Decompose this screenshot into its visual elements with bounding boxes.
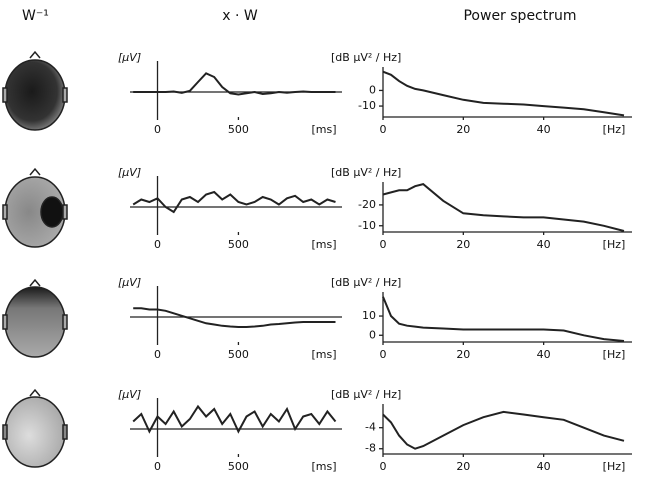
x-tick-label: 0 bbox=[380, 123, 387, 136]
column-header: x · W bbox=[222, 8, 258, 24]
y-axis-label: [μV] bbox=[118, 51, 141, 64]
x-tick-label: 0 bbox=[380, 238, 387, 251]
x-tick-label: 500 bbox=[228, 238, 249, 251]
scalp-maps bbox=[2, 50, 68, 468]
x-tick-label: 0 bbox=[154, 238, 161, 251]
x-tick-label: 0 bbox=[380, 348, 387, 361]
y-axis-label: [dB μV² / Hz] bbox=[331, 51, 401, 64]
x-tick-label: 40 bbox=[537, 238, 551, 251]
series-line bbox=[382, 410, 625, 450]
series-line bbox=[132, 190, 336, 214]
y-axis-label: [dB μV² / Hz] bbox=[331, 388, 401, 401]
y-tick-label: 0 bbox=[369, 328, 376, 341]
y-axis-label: [dB μV² / Hz] bbox=[331, 166, 401, 179]
x-tick-label: 500 bbox=[228, 123, 249, 136]
y-axis-label: [μV] bbox=[118, 166, 141, 179]
x-tick-label: 0 bbox=[154, 460, 161, 473]
x-axis-label: [Hz] bbox=[603, 460, 626, 473]
series-line bbox=[133, 72, 336, 96]
series-line bbox=[133, 307, 336, 328]
y-tick-label: 0 bbox=[369, 83, 376, 96]
x-tick-label: 0 bbox=[154, 123, 161, 136]
x-tick-label: 0 bbox=[154, 348, 161, 361]
x-tick-label: 20 bbox=[456, 238, 470, 251]
series-line bbox=[382, 296, 625, 342]
x-tick-label: 500 bbox=[228, 348, 249, 361]
y-tick-label: -4 bbox=[365, 421, 376, 434]
x-axis-label: [ms] bbox=[311, 348, 336, 361]
y-tick-label: -10 bbox=[358, 99, 376, 112]
series-line bbox=[132, 404, 337, 434]
y-tick-label: -20 bbox=[358, 198, 376, 211]
x-axis-label: [Hz] bbox=[603, 123, 626, 136]
column-header: W⁻¹ bbox=[22, 8, 49, 24]
x-axis-label: [Hz] bbox=[603, 348, 626, 361]
series-line bbox=[382, 70, 625, 117]
y-axis-label: [μV] bbox=[118, 276, 141, 289]
y-tick-label: -8 bbox=[365, 442, 376, 455]
column-header: Power spectrum bbox=[463, 8, 576, 24]
x-tick-label: 40 bbox=[537, 348, 551, 361]
y-axis-label: [dB μV² / Hz] bbox=[331, 276, 401, 289]
x-axis-label: [ms] bbox=[311, 460, 336, 473]
x-tick-label: 500 bbox=[228, 460, 249, 473]
x-tick-label: 20 bbox=[456, 348, 470, 361]
x-tick-label: 40 bbox=[537, 460, 551, 473]
y-tick-label: 10 bbox=[362, 309, 376, 322]
x-tick-label: 0 bbox=[380, 460, 387, 473]
y-axis-label: [μV] bbox=[118, 388, 141, 401]
x-axis-label: [ms] bbox=[311, 123, 336, 136]
x-tick-label: 20 bbox=[456, 123, 470, 136]
series-line bbox=[382, 183, 625, 232]
x-axis-label: [Hz] bbox=[603, 238, 626, 251]
x-tick-label: 20 bbox=[456, 460, 470, 473]
y-tick-label: -10 bbox=[358, 219, 376, 232]
x-axis-label: [ms] bbox=[311, 238, 336, 251]
x-tick-label: 40 bbox=[537, 123, 551, 136]
